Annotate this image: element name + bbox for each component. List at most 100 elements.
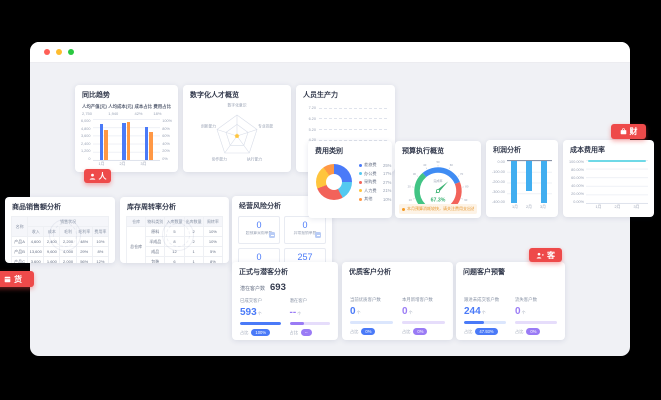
ratio-pill: 0% [361, 328, 376, 335]
table-header-cell: 成本 [43, 226, 61, 237]
legend-dot [359, 189, 362, 192]
ratio-label: 占比 [515, 328, 524, 334]
table-header-cell: 仓库 [125, 216, 147, 227]
y-axis: 0.00 -100.00 -200.00 -300.00 -400.00 [492, 160, 507, 204]
bar [122, 123, 126, 160]
radar-axis-label: 协作能力 [211, 157, 227, 162]
maximize-window-button[interactable] [68, 49, 74, 55]
trend-stat-value: 42% [134, 111, 143, 116]
y-tick: 6,000 [81, 119, 91, 123]
y-tick: 4.20 [304, 138, 316, 142]
plot-area [586, 160, 648, 204]
briefcase-icon [315, 232, 321, 238]
table-cell: 5 [164, 226, 185, 237]
card-title: 预算执行概览 [402, 148, 444, 155]
radar-axis-label: 数字化意识 [227, 103, 247, 108]
gauge-tick-label: 50 [436, 160, 440, 164]
y-tick: 5.20 [308, 127, 316, 132]
table-cell: 10% [91, 236, 110, 247]
stat-value: 0 [256, 252, 262, 262]
table-cell: 包装 [145, 256, 166, 263]
y-tick: 1,200 [81, 149, 91, 154]
ratio-label: 占比 [402, 328, 411, 334]
card-risk-stats: 经营风险分析 0超预算采购单数0异常报销单数0逾期审批单数257本月审批单数 [232, 196, 332, 270]
y-tick: 40% [162, 141, 170, 146]
stat-value: 257 [297, 252, 313, 262]
gauge-value: 67.3% [431, 198, 446, 204]
x-axis: 1月 2月 3月 [486, 204, 558, 210]
ratio-row: 占比 100% [240, 329, 281, 336]
card-goods-sales: 商品销售额分析 名称 销售状况 收入 成本 毛利 毛利率 费用率 产品A 4,600 2,400 2… [5, 197, 115, 263]
gauge-svg: 0102030405060708090100完成率67.3% [408, 160, 469, 210]
ratio-row: 占比 47.93% [464, 328, 506, 335]
card-yoy-trend: 同比趋势 人均产值(元) 2,750 人均成本(元) 1,940 成本占比 42% 费用占比… [75, 85, 178, 172]
briefcase-icon [620, 128, 626, 135]
y-tick: 3,600 [81, 134, 91, 139]
table-cell: 1 [183, 256, 204, 263]
table-row: 成品 12 1 5% [127, 246, 224, 257]
customer-metric: 当前优质客户数 0个 占比 0% [350, 297, 393, 335]
bar [511, 161, 518, 203]
card-title: 库存周转率分析 [127, 204, 176, 211]
y-tick: 0.00 [497, 160, 505, 164]
table-cell: 3,600 [27, 256, 45, 263]
bar [541, 161, 548, 203]
gauge-label: 完成率 [433, 178, 442, 183]
x-tick: 3月 [540, 205, 546, 209]
table-cell: 13,600 [27, 246, 45, 257]
bar-series [93, 119, 161, 160]
table-row: 包装 6 1 8% [127, 256, 224, 263]
ratio-row: 占比 -- [290, 329, 331, 336]
customer-metric: 本月新增客户数 0个 占比 0% [402, 297, 445, 335]
metric-unit: 个 [481, 310, 486, 315]
donut-row: 差旅费 25% 办公费 17% 采购费 27% 人力费 21% 其他 10% [308, 158, 392, 202]
table-row: 产品C 3,600 1,600 2,000 56% 12% [10, 256, 110, 263]
customer-metric: 跟进未成交客户数 244个 占比 47.93% [464, 297, 506, 335]
close-window-button[interactable] [44, 49, 50, 55]
radar-axis-label: 专业技能 [257, 124, 274, 129]
donut-chart [316, 164, 352, 200]
table-header-cell: 周转率 [202, 216, 224, 227]
bar-group [511, 161, 518, 204]
x-tick: 3月 [140, 162, 147, 166]
bar-series [507, 161, 552, 204]
alert-text: 本月预算消耗较快，请关注费用支出进度 [407, 206, 474, 211]
table-cell: 2,400 [43, 236, 61, 247]
person-icon [89, 173, 95, 180]
ratio-label: 占比 [350, 328, 359, 334]
table-cell: 48% [75, 236, 93, 247]
stat-box: 0 超预算采购单数 [238, 216, 280, 244]
table-cell: 8 [164, 236, 185, 247]
card-expense-category: 费用类别 差旅费 25% 办公费 17% 采购费 27% 人力费 21% 其他 10% [308, 141, 392, 218]
legend-percent: 17% [383, 171, 392, 176]
x-tick: 2月 [614, 205, 621, 209]
radar-spoke [236, 135, 250, 154]
gauge-tick-label: 90 [464, 198, 468, 202]
metric-unit: 个 [297, 311, 302, 316]
trend-stats-row: 人均产值(元) 2,750 人均成本(元) 1,940 成本占比 42% 费用占比 18% [75, 102, 178, 116]
table-cell: 2,200 [59, 236, 77, 247]
radar-spoke [236, 129, 258, 137]
card-title: 经营风险分析 [239, 203, 281, 210]
trend-stat-value: 18% [153, 111, 162, 116]
legend-percent: 10% [383, 196, 392, 202]
grid-row: 6.20 [304, 117, 387, 121]
bar-group [541, 161, 548, 204]
customer-metric: 已成交客户 593个 占比 100% [240, 298, 281, 336]
table-cell: 12 [164, 246, 185, 257]
table-cell: 产品C [10, 256, 29, 263]
ratio-pill: 47.93% [475, 328, 498, 335]
turnover-table: 仓库 物料类别 入库数量 出库数量 周转率 总仓库 原料 5 2 10% 半成品 8 2 10% 成品 12 1… [125, 216, 224, 263]
legend-dot [359, 180, 362, 184]
badge-label: 客 [547, 250, 555, 260]
legend-row: 其他 10% [359, 196, 391, 202]
card-cost-rate: 成本费用率 100.00% 80.00% 60.00% 40.00% 20.00% 0.0… [563, 140, 654, 217]
radar-chart: 数字化意识 专业技能 执行能力 协作能力 创新能力 [183, 102, 291, 172]
trend-stat: 费用占比 18% [153, 104, 171, 116]
minimize-window-button[interactable] [56, 49, 62, 55]
progress-track [240, 322, 281, 325]
tr: 收入 成本 毛利 毛利率 费用率 [12, 226, 110, 237]
dashed-gridline [319, 118, 387, 120]
y-tick: 60.00% [571, 176, 584, 180]
y-tick: -200.00 [492, 180, 505, 184]
